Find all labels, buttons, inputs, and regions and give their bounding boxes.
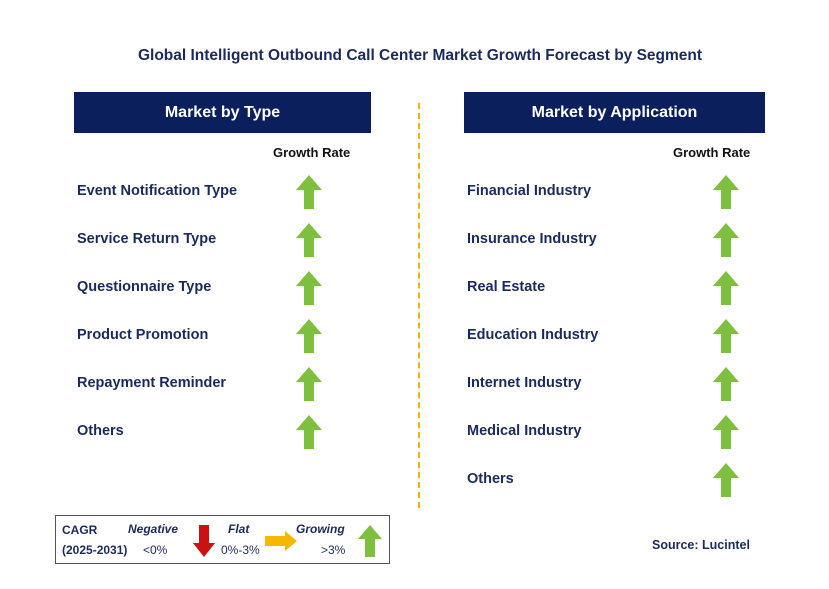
segment-label: Service Return Type xyxy=(77,231,217,247)
growth-arrow-icon xyxy=(296,223,322,257)
segment-label: Education Industry xyxy=(467,327,599,343)
segment-label: Financial Industry xyxy=(467,183,592,199)
growth-arrow-icon xyxy=(296,175,322,209)
market-by-application-header: Market by Application xyxy=(464,92,765,133)
segment-label: Medical Industry xyxy=(467,423,582,439)
negative-arrow-icon xyxy=(193,525,215,557)
growth-arrow-icon xyxy=(713,223,739,257)
legend-cagr: CAGR xyxy=(62,523,98,537)
growth-arrow-icon xyxy=(713,367,739,401)
page-title: Global Intelligent Outbound Call Center … xyxy=(137,47,703,64)
segment-label: Others xyxy=(467,471,514,487)
flat-arrow-icon xyxy=(265,531,297,551)
legend-negative-range: <0% xyxy=(143,543,168,557)
segment-label: Others xyxy=(77,423,124,439)
segment-label: Repayment Reminder xyxy=(77,375,227,391)
legend-flat-label: Flat xyxy=(228,522,250,536)
market-by-application-column: Market by Application Growth Rate Financ… xyxy=(464,92,765,497)
growth-arrow-icon xyxy=(713,319,739,353)
growth-arrow-icon xyxy=(296,415,322,449)
segment-label: Real Estate xyxy=(467,279,546,295)
growth-arrow-icon xyxy=(296,271,322,305)
legend-period: (2025-2031) xyxy=(62,543,128,557)
segment-label: Internet Industry xyxy=(467,375,582,391)
legend-growing-label: Growing xyxy=(296,522,345,536)
growth-arrow-icon xyxy=(296,367,322,401)
legend-flat-range: 0%-3% xyxy=(221,543,260,557)
growth-arrow-icon xyxy=(713,271,739,305)
growth-rate-label: Growth Rate xyxy=(273,145,351,160)
segment-label: Event Notification Type xyxy=(77,183,238,199)
growth-arrow-icon xyxy=(296,319,322,353)
segment-label: Product Promotion xyxy=(77,327,209,343)
source-note: Source: Lucintel xyxy=(652,538,750,552)
growth-arrow-icon xyxy=(713,415,739,449)
legend-growing-range: >3% xyxy=(321,543,346,557)
legend-negative-label: Negative xyxy=(128,522,179,536)
growth-arrow-icon xyxy=(713,463,739,497)
segment-label: Insurance Industry xyxy=(467,231,597,247)
segment-label: Questionnaire Type xyxy=(77,279,212,295)
market-by-type-header: Market by Type xyxy=(74,92,371,133)
column-divider xyxy=(418,103,420,508)
cagr-legend: CAGR (2025-2031) Negative <0% Flat 0%-3%… xyxy=(55,515,390,564)
growth-rate-label: Growth Rate xyxy=(673,145,751,160)
growing-arrow-icon xyxy=(358,525,382,557)
growth-arrow-icon xyxy=(713,175,739,209)
market-by-type-column: Market by Type Growth Rate Event Notific… xyxy=(74,92,371,449)
